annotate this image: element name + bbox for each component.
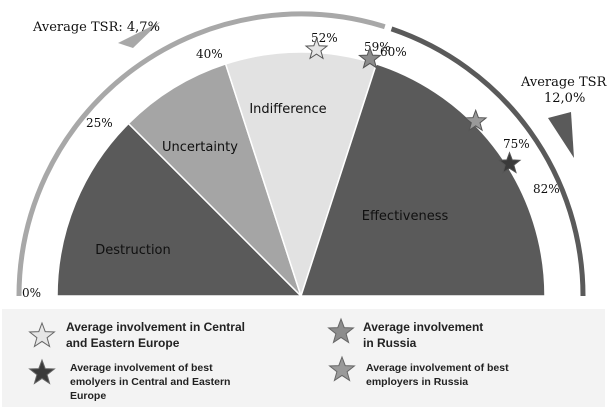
tsr-left-arrowhead-icon xyxy=(118,22,160,48)
legend-cee-best-line2: emolyers in Central and Eastern xyxy=(70,376,230,388)
legend-star-light-icon xyxy=(28,321,56,348)
tsr-arc-2 xyxy=(390,26,586,297)
legend-star-gray-icon xyxy=(328,355,356,382)
tsr-arc-1 xyxy=(16,11,386,297)
legend-star-dark-icon xyxy=(28,358,56,385)
legend-cee-best-line3: Europe xyxy=(70,390,106,402)
legend-star-medium-icon xyxy=(327,317,355,344)
legend-russia-best-line1: Average involvement of best xyxy=(366,362,509,374)
scale-label-82: 82% xyxy=(533,182,560,196)
scale-label-40: 40% xyxy=(196,47,223,61)
zone-label-destruction: Destruction xyxy=(95,243,171,258)
tsr-right-annotation-line2: 12,0% xyxy=(544,91,585,106)
zone-wedge-destruction xyxy=(56,122,303,297)
tsr-right-arrowhead-icon xyxy=(548,112,574,158)
marker-star-russia_best-icon xyxy=(463,108,488,132)
zone-label-effectiveness: Effectiveness xyxy=(362,209,449,224)
zone-wedge-uncertainty xyxy=(127,62,302,297)
zone-label-indifference: Indifference xyxy=(249,102,326,117)
involvement-markers xyxy=(304,37,522,174)
star-icon xyxy=(327,317,355,344)
tsr-arcs xyxy=(16,11,586,297)
star-icon xyxy=(28,358,56,385)
zone-label-uncertainty: Uncertainty xyxy=(162,140,238,155)
tsr-left-annotation: Average TSR: 4,7% xyxy=(32,20,160,35)
legend-cee-avg-line1: Average involvement in Central xyxy=(66,320,245,334)
legend: Average involvement in Central and Easte… xyxy=(2,309,605,407)
star-icon xyxy=(28,321,56,348)
marker-star-cee_avg-icon xyxy=(304,37,329,60)
legend-cee-avg-line2: and Eastern Europe xyxy=(66,336,180,350)
legend-russia-best-line2: employers in Russia xyxy=(366,376,468,388)
marker-star-cee_best-icon xyxy=(497,151,522,174)
legend-russia-avg-line1: Average involvement xyxy=(363,320,483,334)
scale-label-75: 75% xyxy=(503,137,530,151)
legend-russia-avg-line2: in Russia xyxy=(363,336,417,350)
zone-wedge-effectiveness xyxy=(299,62,546,297)
scale-label-0: 0% xyxy=(22,286,41,300)
marker-star-russia_avg-icon xyxy=(358,46,382,69)
tsr-right-annotation-line1: Average TSR: xyxy=(520,75,607,90)
scale-label-25: 25% xyxy=(86,116,113,130)
star-icon xyxy=(328,355,356,382)
zone-wedges xyxy=(56,51,546,299)
scale-label-60: 60% xyxy=(380,45,407,59)
legend-background xyxy=(2,309,605,407)
legend-cee-best-line1: Average involvement of best xyxy=(70,362,213,374)
